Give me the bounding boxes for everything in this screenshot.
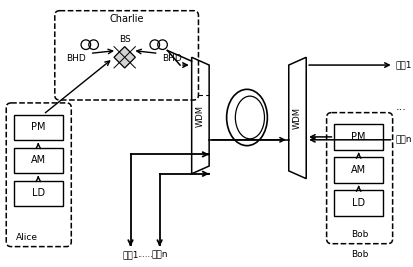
Text: ...: ... [394,102,406,112]
Text: AM: AM [350,165,366,175]
Text: WDM: WDM [195,105,204,127]
Text: LD: LD [32,188,45,198]
Text: Bob: Bob [350,230,368,239]
Text: Charlie: Charlie [109,14,144,24]
Text: LD: LD [351,198,364,208]
Bar [334,190,382,215]
Text: BS: BS [119,35,130,44]
Bar [334,157,382,183]
Bar [14,180,62,206]
Text: AM: AM [31,155,46,165]
Text: BHD: BHD [162,54,182,63]
Text: 用户1: 用户1 [122,250,138,259]
Text: WDM: WDM [292,107,301,129]
Text: ......: ...... [137,250,152,259]
Bar [14,115,62,140]
Text: PM: PM [31,122,45,132]
Text: 用户n: 用户n [151,250,168,259]
Text: 用户n: 用户n [394,135,411,144]
Text: 用户1: 用户1 [394,61,411,70]
Text: PM: PM [351,132,365,142]
Polygon shape [114,47,135,68]
Bar [14,148,62,173]
Text: Alice: Alice [16,233,38,242]
Bar [334,124,382,150]
Text: BHD: BHD [66,54,86,63]
Text: Bob: Bob [350,250,368,259]
